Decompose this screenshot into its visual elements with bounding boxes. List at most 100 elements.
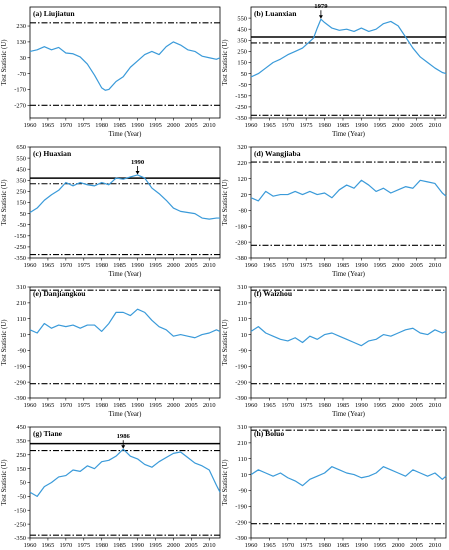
y-tick-label: -50 [238, 82, 247, 89]
y-tick-label: 110 [238, 316, 247, 323]
x-tick-label: 1985 [113, 542, 126, 549]
x-tick-label: 1960 [24, 542, 37, 549]
x-tick-label: 2005 [185, 122, 198, 129]
y-tick-label: -350 [14, 255, 26, 262]
y-tick-label: -180 [235, 223, 247, 230]
y-tick-label: -190 [235, 503, 247, 510]
plot-frame [29, 146, 221, 259]
panel-a: 1960 1965 1970 1975 1980 1985 1990 1995 2000 2005… [1, 6, 221, 138]
y-tick-label: 10 [20, 332, 26, 339]
y-axis-label: Test Statistic (U) [1, 40, 8, 86]
plot-frame [250, 146, 447, 259]
annotation-label: 1979 [314, 3, 328, 10]
y-tick-label: 150 [16, 466, 26, 473]
y-tick-label: 650 [16, 144, 26, 151]
x-tick-label: 1965 [42, 262, 55, 269]
x-tick-label: 2010 [429, 542, 442, 549]
y-axis-label: Test Statistic (U) [1, 320, 8, 366]
y-tick-label: -170 [14, 87, 26, 94]
y-tick-label: -150 [235, 93, 247, 100]
x-tick-label: 1990 [355, 402, 368, 409]
x-tick-label: 1980 [95, 122, 108, 129]
x-tick-label: 1985 [337, 542, 350, 549]
y-tick-label: -380 [235, 255, 247, 262]
annotation-arrow-head [135, 170, 140, 175]
panel-b: 1960 1965 1970 1975 1980 1985 1990 1995 2000 2005… [222, 3, 447, 138]
x-axis-label: Time (Year) [332, 271, 365, 278]
x-tick-label: 2000 [167, 262, 180, 269]
series-line [29, 41, 221, 91]
y-tick-label: -50 [17, 222, 26, 229]
x-tick-label: 1970 [281, 262, 294, 269]
y-axis-label: Test Statistic (U) [1, 460, 8, 506]
x-tick-label: 1990 [355, 262, 368, 269]
y-tick-label: 210 [237, 300, 247, 307]
x-tick-label: 1965 [263, 402, 276, 409]
panel-e: 1960 1965 1970 1975 1980 1985 1990 1995 2000 2005… [1, 284, 221, 418]
panel-title: (a) Liujiatun [33, 9, 75, 18]
x-tick-label: 1970 [59, 542, 72, 549]
y-tick-label: 10 [241, 472, 247, 479]
x-tick-label: 1980 [318, 542, 331, 549]
x-tick-label: 1965 [263, 262, 276, 269]
y-tick-label: -190 [14, 363, 26, 370]
x-tick-label: 1965 [42, 402, 55, 409]
y-tick-label: 30 [20, 55, 26, 62]
x-tick-label: 2010 [203, 402, 216, 409]
x-tick-label: 1975 [300, 542, 313, 549]
y-tick-label: 50 [20, 480, 26, 487]
x-tick-label: 1980 [318, 402, 331, 409]
y-tick-label: -190 [235, 363, 247, 370]
x-tick-label: 1970 [59, 262, 72, 269]
y-tick-label: 320 [237, 144, 247, 151]
x-tick-label: 1970 [59, 122, 72, 129]
y-tick-label: 50 [20, 211, 26, 218]
x-tick-label: 1965 [263, 542, 276, 549]
y-tick-label: -350 [235, 115, 247, 122]
x-tick-label: 1990 [131, 262, 144, 269]
x-tick-label: 2000 [167, 542, 180, 549]
panel-c: 1960 1965 1970 1975 1980 1985 1990 1995 2000 2005… [1, 144, 221, 278]
x-axis-label: Time (Year) [109, 411, 142, 418]
x-tick-label: 2000 [392, 122, 405, 129]
y-tick-label: 220 [237, 160, 247, 167]
y-tick-label: 210 [16, 300, 26, 307]
y-tick-label: -290 [235, 379, 247, 386]
y-tick-label: 550 [237, 15, 247, 22]
x-tick-label: 2000 [392, 542, 405, 549]
series-line [29, 308, 221, 339]
x-tick-label: 1985 [113, 122, 126, 129]
y-tick-label: -150 [14, 233, 26, 240]
y-tick-label: 150 [16, 200, 26, 207]
y-tick-label: 120 [237, 176, 247, 183]
x-tick-label: 1965 [42, 542, 55, 549]
y-tick-label: -90 [17, 348, 26, 355]
x-tick-label: 1985 [337, 122, 350, 129]
y-tick-label: -150 [14, 507, 26, 514]
y-tick-label: -270 [14, 103, 26, 110]
series-line [250, 18, 447, 78]
y-tick-label: 110 [238, 456, 247, 463]
annotation-arrow-head [121, 445, 126, 449]
y-tick-label: 20 [241, 192, 247, 199]
plot-frame [29, 286, 221, 399]
x-tick-label: 1970 [281, 542, 294, 549]
series-line [29, 448, 221, 497]
x-tick-label: 1995 [373, 542, 386, 549]
panel-title: (g) Tiane [33, 429, 63, 438]
panel-title: (e) Danjiangkou [33, 289, 86, 298]
x-axis-label: Time (Year) [109, 271, 142, 278]
x-tick-label: 1995 [149, 262, 162, 269]
x-tick-label: 2005 [185, 542, 198, 549]
x-axis-label: Time (Year) [332, 411, 365, 418]
x-tick-label: 2010 [203, 542, 216, 549]
x-tick-label: 2010 [203, 122, 216, 129]
y-tick-label: -90 [238, 488, 247, 495]
y-tick-label: 350 [16, 438, 26, 445]
y-tick-label: -390 [14, 395, 26, 402]
y-tick-label: 130 [16, 39, 26, 46]
y-tick-label: 10 [241, 332, 247, 339]
annotation-label: 1990 [131, 159, 145, 166]
x-tick-label: 1985 [337, 262, 350, 269]
